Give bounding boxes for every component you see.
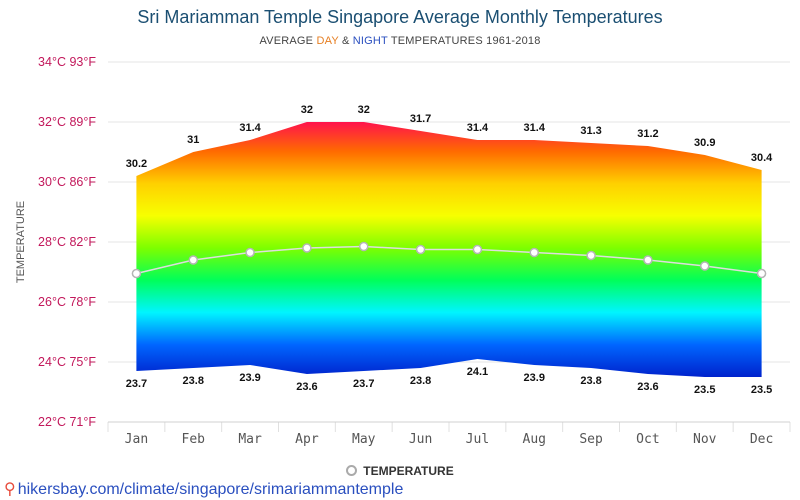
night-value-label: 23.8 [183,375,204,387]
night-value-label: 23.8 [410,375,431,387]
day-value-label: 31.3 [580,125,601,137]
x-tick-label: Dec [750,432,773,447]
legend-label: TEMPERATURE [363,464,454,478]
x-tick-label: Jul [466,432,489,447]
day-value-label: 30.9 [694,137,715,149]
night-value-label: 23.6 [296,381,317,393]
day-value-label: 30.4 [751,152,773,164]
average-temperature-point [472,244,483,255]
average-temperature-point [529,247,539,258]
x-tick-label: Oct [636,432,659,447]
x-tick-label: Apr [295,432,319,447]
average-temperature-point [302,243,312,253]
y-tick-label: 30°C 86°F [38,175,96,189]
legend[interactable]: TEMPERATURE [0,464,800,478]
average-temperature-point [188,255,198,265]
average-temperature-point [643,255,653,265]
x-tick-label: Nov [693,432,717,447]
y-tick-label: 24°C 75°F [38,355,96,369]
source-link[interactable]: ⚲ hikersbay.com/climate/singapore/srimari… [4,479,403,499]
day-value-label: 31.4 [524,122,546,134]
day-value-label: 32 [301,104,313,116]
x-tick-label: May [352,432,376,447]
source-link-text: hikersbay.com/climate/singapore/srimaria… [17,481,404,498]
night-value-label: 23.9 [524,372,545,384]
y-tick-label: 28°C 82°F [38,235,96,249]
subtitle-and: & [338,35,353,47]
night-value-label: 23.7 [353,378,374,390]
subtitle-suffix: TEMPERATURES 1961-2018 [387,35,541,47]
x-tick-label: Jan [125,432,148,447]
temperature-chart: 34°C 93°F 32°C 89°F 30°C 86°F 28°C 82°F 26°C… [15,55,791,447]
y-axis-title: TEMPERATURE [15,201,27,283]
average-temperature-point [359,241,369,252]
y-tick-label: 22°C 71°F [38,415,96,429]
night-value-label: 23.7 [126,378,147,390]
average-temperature-point [756,268,767,279]
location-pin-icon: ⚲ [4,481,16,498]
day-value-label: 31.4 [239,122,261,134]
average-temperature-point [245,247,255,258]
night-value-label: 23.9 [239,372,260,384]
chart-title: Sri Mariamman Temple Singapore Average M… [137,7,663,27]
y-tick-label: 26°C 78°F [38,295,96,309]
x-tick-label: Feb [182,432,206,447]
subtitle-prefix: AVERAGE [259,35,317,47]
x-tick-label: Sep [579,432,603,447]
day-value-label: 31 [187,134,199,146]
average-temperature-point [415,244,426,255]
day-value-label: 30.2 [126,158,147,170]
legend-marker-icon [346,465,358,476]
average-temperature-point [586,250,596,261]
day-value-label: 31.7 [410,113,431,125]
day-value-label: 31.2 [637,128,658,140]
night-value-label: 24.1 [467,366,488,378]
average-temperature-point [131,268,142,279]
chart-subtitle: AVERAGE DAY & NIGHT TEMPERATURES 1961-20… [0,35,800,47]
average-temperature-line [136,245,762,275]
y-tick-label: 32°C 89°F [38,115,96,129]
night-value-label: 23.6 [637,381,658,393]
night-value-label: 23.5 [751,384,772,396]
average-temperature-point [700,261,710,271]
night-value-label: 23.5 [694,384,715,396]
x-tick-label: Aug [523,432,546,447]
x-tick-label: Jun [409,432,432,447]
night-value-label: 23.8 [580,375,601,387]
subtitle-night: NIGHT [352,35,388,47]
day-value-label: 31.4 [467,122,489,134]
y-tick-label: 34°C 93°F [38,55,96,69]
subtitle-day: DAY [316,35,339,47]
day-value-label: 32 [358,104,370,116]
x-tick-label: Mar [238,432,262,447]
